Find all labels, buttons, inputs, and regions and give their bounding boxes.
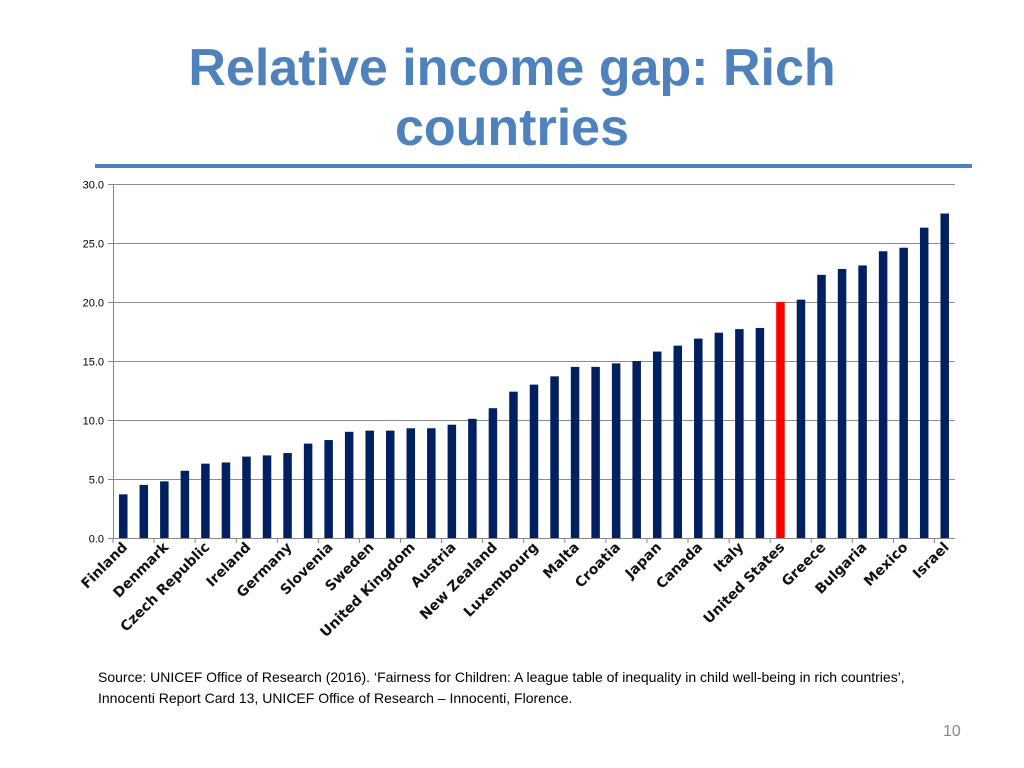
bar	[837, 268, 847, 538]
bar	[344, 431, 354, 538]
bar	[919, 227, 929, 538]
y-tick-label: 25.0	[83, 239, 104, 251]
bar-united-states	[776, 302, 785, 538]
bar-luxembourg	[529, 384, 539, 538]
bar	[180, 470, 190, 538]
x-tick-label: Italy	[711, 540, 747, 576]
bar-germany	[283, 453, 292, 538]
bar-mexico	[899, 247, 908, 538]
bar-italy	[735, 329, 744, 538]
bar-chart: 0.0 5.0 10.0 15.0 20.0 25.0 30.0 FinlandDenmar…	[78, 180, 955, 641]
bar	[139, 484, 149, 538]
bar-ireland	[242, 456, 251, 538]
bar	[550, 376, 559, 538]
bar-canada	[694, 338, 703, 538]
bar	[878, 251, 888, 538]
x-tick-label: Croatia	[572, 540, 624, 592]
bar	[303, 443, 313, 538]
y-tick-label: 15.0	[83, 357, 104, 369]
bar-finland	[119, 494, 128, 538]
bar-greece	[817, 274, 826, 538]
bar	[385, 430, 395, 538]
y-tick-label: 0.0	[89, 534, 104, 546]
y-tick-label: 20.0	[83, 298, 104, 310]
bars	[119, 213, 949, 538]
bar-slovenia	[324, 440, 333, 538]
y-tick-label: 10.0	[83, 416, 104, 428]
bar-bulgaria	[858, 265, 867, 538]
bar	[427, 428, 436, 538]
bar-united-kingdom	[406, 428, 416, 538]
slide-title: Relative income gap: Rich countries	[188, 39, 836, 157]
x-tick-label: Israel	[910, 540, 953, 583]
title-underline	[95, 164, 972, 168]
bar-new-zealand	[488, 408, 498, 538]
y-axis: 0.0 5.0 10.0 15.0 20.0 25.0 30.0	[83, 180, 114, 546]
bar	[509, 391, 518, 538]
bar-malta	[570, 366, 580, 538]
bar-sweden	[365, 430, 374, 538]
bar-israel	[940, 213, 949, 538]
bar	[468, 418, 477, 538]
bar	[673, 345, 683, 538]
bar-czech-republic	[201, 463, 210, 538]
bar-austria	[447, 424, 457, 538]
bar-croatia	[611, 363, 621, 538]
bar	[591, 366, 600, 538]
bar	[714, 332, 724, 538]
y-tick-label: 30.0	[83, 180, 104, 192]
bar	[755, 327, 765, 538]
bar	[796, 299, 806, 538]
source-note: Source: UNICEF Office of Research (2016)…	[98, 669, 905, 706]
page-number: 10	[943, 723, 961, 740]
bar-denmark	[160, 481, 169, 538]
x-tick-label: Mexico	[861, 539, 912, 590]
bar	[221, 462, 231, 538]
x-tick-label: Luxembourg	[461, 540, 542, 621]
bar	[262, 455, 272, 538]
x-axis	[112, 538, 955, 543]
bar	[632, 361, 641, 538]
y-tick-label: 5.0	[89, 475, 104, 487]
bar-japan	[652, 351, 662, 538]
